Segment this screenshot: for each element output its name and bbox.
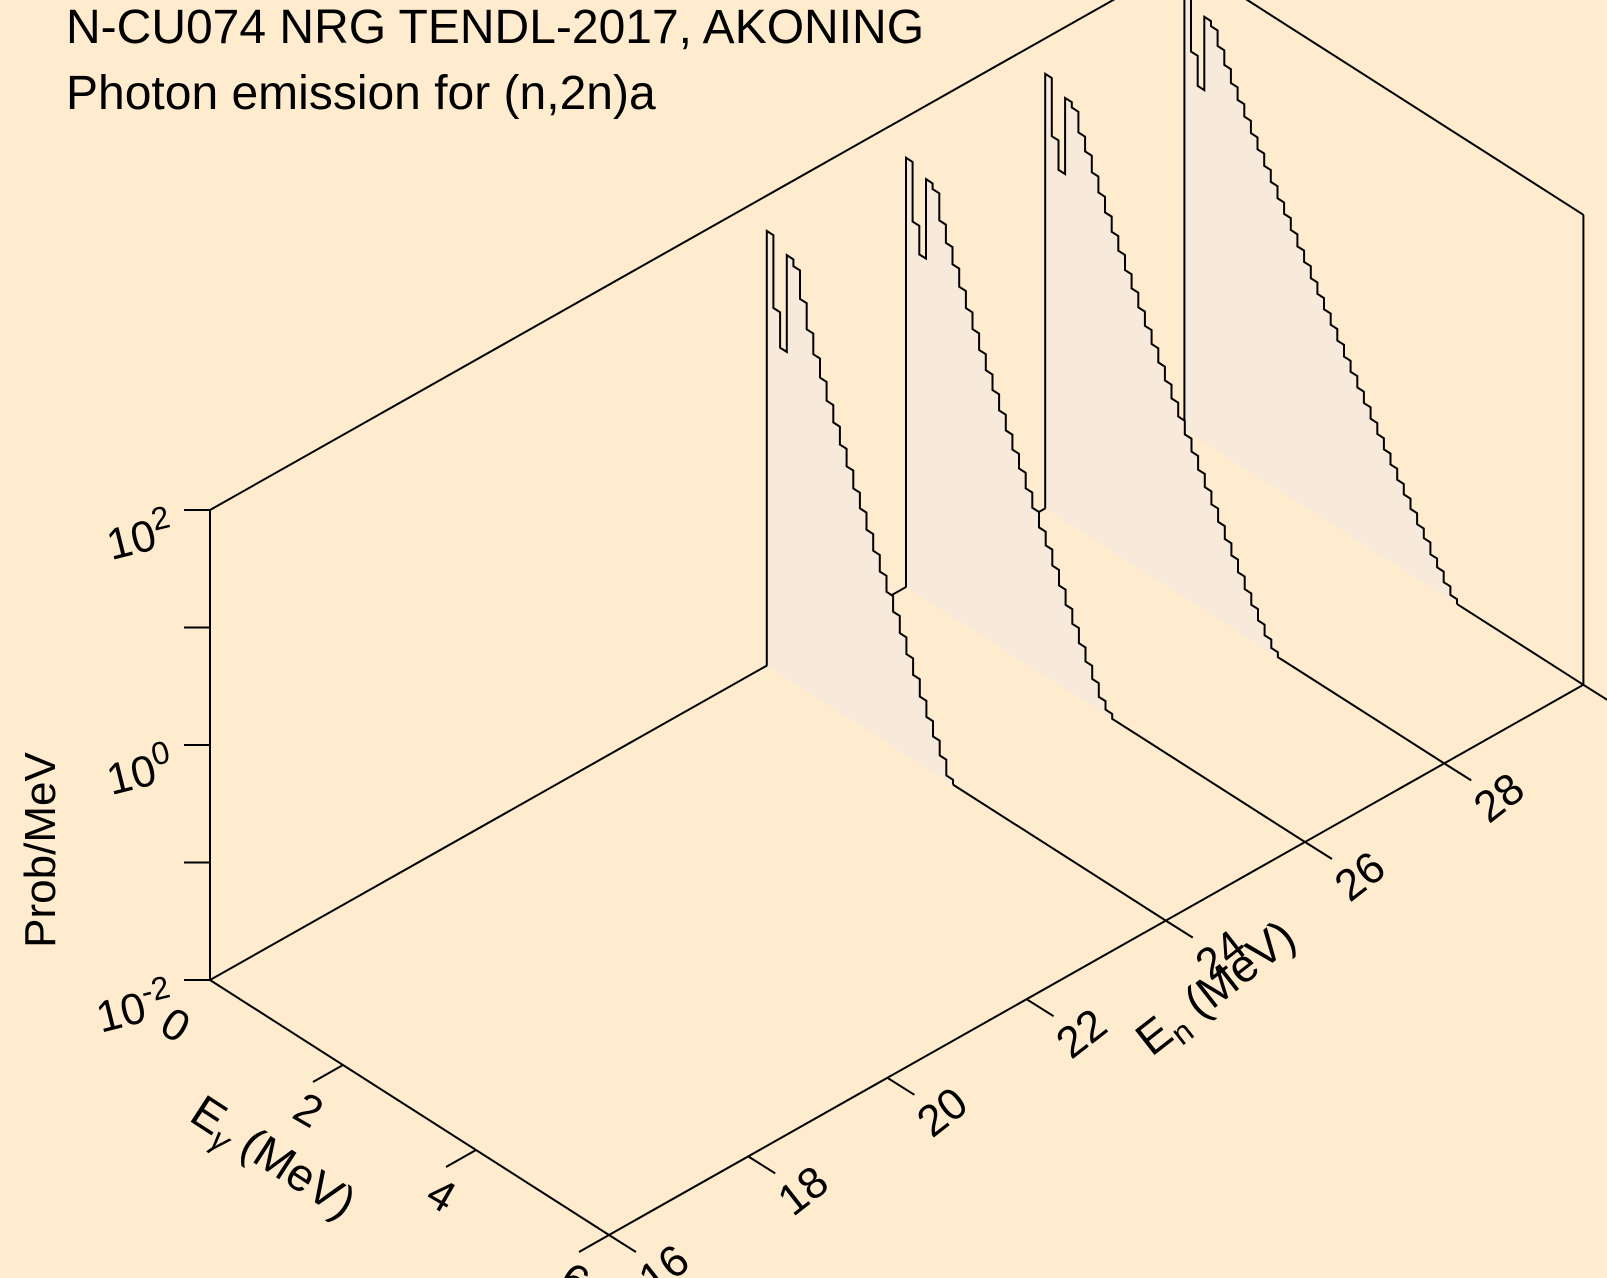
en-tick <box>747 1155 776 1175</box>
z-tick-label: 100 <box>100 733 179 804</box>
series-En-28 <box>1044 71 1445 765</box>
series-curve-En-30 <box>1183 0 1458 605</box>
series-baseline-En-28 <box>1290 664 1445 765</box>
x-tick-label: 2 <box>285 1083 331 1138</box>
en-tick-label: 28 <box>1465 764 1534 833</box>
chart-subtitle: Photon emission for (n,2n)a <box>66 67 656 120</box>
en-tick <box>886 1076 915 1096</box>
z-tick-label: 102 <box>100 498 179 569</box>
en-tick-label: 16 <box>630 1235 699 1278</box>
en-tick <box>1165 919 1194 939</box>
series-curve-En-24 <box>765 229 954 785</box>
en-tick-label: 22 <box>1047 999 1116 1068</box>
en-tick <box>1582 683 1607 701</box>
en-axis-line <box>608 683 1584 1236</box>
en-tick-label: 18 <box>769 1157 838 1226</box>
series-baseline-En-26 <box>1124 726 1306 843</box>
series-baseline-En-30 <box>1456 603 1584 686</box>
en-tick-label: 26 <box>1326 842 1395 911</box>
series-En-26 <box>905 155 1306 843</box>
series-En-30 <box>1183 0 1584 686</box>
x-axis-title: Eγ (MeV) <box>178 1084 365 1234</box>
series-fill-En-26 <box>906 157 1126 728</box>
series-curve-En-28 <box>1044 71 1292 667</box>
en-tick-label: 20 <box>908 1078 977 1147</box>
series-baseline-En-24 <box>952 783 1167 922</box>
back-top-edge <box>209 0 1116 511</box>
x-tick <box>578 1234 610 1253</box>
x-tick <box>445 1149 477 1168</box>
en-tick <box>1026 998 1055 1018</box>
x-tick-label: 6 <box>551 1253 597 1278</box>
x-axis-line <box>209 979 610 1236</box>
series-curve-En-26 <box>905 155 1127 729</box>
z-axis-title: Prob/MeV <box>16 752 65 948</box>
series-En-24 <box>765 229 1167 922</box>
en-tick <box>608 1234 637 1253</box>
en-tick <box>1304 841 1333 860</box>
x-tick <box>312 1064 344 1083</box>
series-fill-En-28 <box>1045 73 1292 666</box>
en-tick <box>1443 762 1472 782</box>
right-top-edge <box>1245 0 1584 216</box>
x-tick-label: 4 <box>418 1168 464 1223</box>
chart-title: N-CU074 NRG TENDL-2017, AKONING <box>66 1 925 54</box>
series-layer <box>765 0 1584 922</box>
